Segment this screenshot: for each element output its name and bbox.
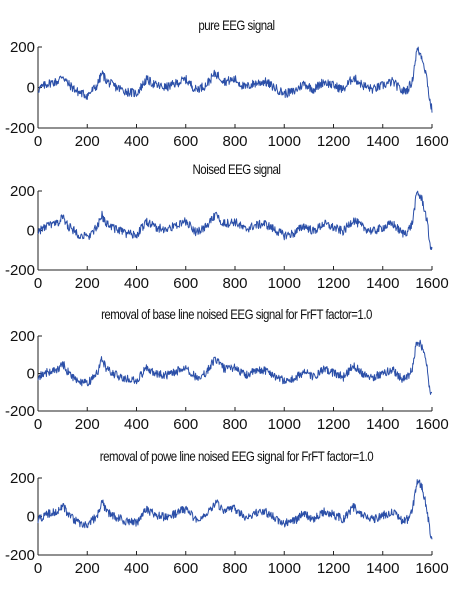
x-tick-label: 200 <box>75 416 100 433</box>
x-tick-label: 600 <box>173 560 198 577</box>
series-line <box>37 46 433 113</box>
x-tick-label: 1000 <box>268 275 301 292</box>
x-tick-label: 0 <box>34 133 42 150</box>
x-tick-label: 1000 <box>268 133 301 150</box>
x-tick-label: 1000 <box>268 560 301 577</box>
x-tick-label: 1400 <box>366 275 399 292</box>
x-tick-label: 200 <box>75 560 100 577</box>
x-tick-label: 1600 <box>415 416 448 433</box>
series-line <box>37 339 432 395</box>
x-tick-label: 0 <box>34 416 42 433</box>
x-tick-label: 0 <box>34 560 42 577</box>
x-tick-label: 800 <box>222 275 247 292</box>
x-tick-label: 600 <box>173 275 198 292</box>
x-tick-label: 400 <box>124 133 149 150</box>
x-tick-label: 1200 <box>317 133 350 150</box>
series-line <box>37 479 433 540</box>
y-tick-label: 0 <box>27 366 35 383</box>
x-tick-label: 600 <box>173 133 198 150</box>
x-tick-label: 0 <box>34 275 42 292</box>
chart-title: pure EEG signal <box>198 17 275 33</box>
x-tick-label: 1600 <box>415 560 448 577</box>
x-tick-label: 1200 <box>317 560 350 577</box>
x-tick-label: 200 <box>75 133 100 150</box>
x-tick-label: 600 <box>173 416 198 433</box>
x-tick-label: 1400 <box>366 560 399 577</box>
y-tick-label: 200 <box>10 183 35 200</box>
x-tick-label: 1200 <box>317 416 350 433</box>
x-tick-label: 1400 <box>366 133 399 150</box>
y-tick-label: -200 <box>5 120 35 137</box>
y-tick-label: 0 <box>27 223 35 240</box>
x-tick-label: 800 <box>222 416 247 433</box>
series-line <box>37 190 433 250</box>
y-tick-label: 0 <box>27 509 35 526</box>
y-tick-label: -200 <box>5 262 35 279</box>
x-tick-label: 400 <box>124 416 149 433</box>
chart-panel-1: pure EEG signal 200 0 -200 0 200 400 600 800 100… <box>0 0 473 150</box>
x-tick-label: 1000 <box>268 416 301 433</box>
y-tick-label: 200 <box>10 328 35 345</box>
x-tick-label: 1200 <box>317 275 350 292</box>
y-tick-label: 200 <box>10 39 35 56</box>
y-tick-label: -200 <box>5 547 35 564</box>
x-tick-label: 800 <box>222 560 247 577</box>
x-tick-label: 400 <box>124 560 149 577</box>
x-tick-label: 800 <box>222 133 247 150</box>
y-tick-label: -200 <box>5 403 35 420</box>
x-tick-label: 1600 <box>415 133 448 150</box>
y-tick-label: 0 <box>27 80 35 97</box>
x-tick-label: 1400 <box>366 416 399 433</box>
x-tick-label: 400 <box>124 275 149 292</box>
x-tick-label: 1600 <box>415 275 448 292</box>
x-tick-label: 200 <box>75 275 100 292</box>
y-tick-label: 200 <box>10 470 35 487</box>
